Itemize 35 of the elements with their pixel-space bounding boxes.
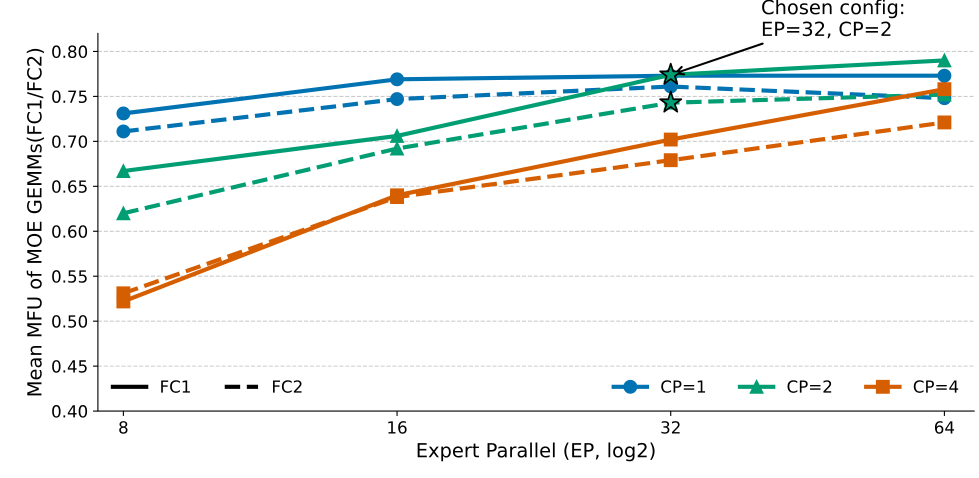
- y-tick-label: 0.55: [52, 270, 87, 283]
- point: [116, 106, 130, 120]
- y-tick-label: 0.75: [52, 90, 87, 103]
- y-tick-label: 0.45: [52, 360, 87, 373]
- point: [937, 116, 952, 130]
- x-tick-label: 64: [934, 421, 954, 434]
- y-tick-label: 0.65: [52, 180, 87, 193]
- legend-label: CP=1: [661, 380, 706, 393]
- x-axis-title: Expert Parallel (EP, log2): [418, 442, 655, 462]
- point: [116, 206, 130, 220]
- legend-label: CP=4: [914, 380, 958, 393]
- point: [664, 153, 678, 168]
- x-tick-label: 16: [388, 421, 407, 434]
- y-tick-label: 0.80: [52, 45, 88, 58]
- point: [937, 68, 952, 83]
- y-tick-label: 0.70: [52, 135, 88, 148]
- point: [390, 142, 404, 156]
- point: [390, 92, 404, 106]
- x-tick-label: 8: [119, 421, 128, 434]
- legend-label: FC2: [273, 380, 302, 393]
- legend-label: CP=2: [788, 380, 832, 393]
- y-tick-label: 0.50: [52, 315, 88, 328]
- point: [116, 164, 130, 178]
- point: [390, 129, 404, 143]
- y-tick-label: 0.40: [52, 405, 88, 418]
- point: [937, 82, 952, 96]
- point: [390, 72, 404, 86]
- legend-label: FC1: [161, 380, 190, 393]
- x-tick-label: 32: [661, 421, 680, 434]
- y-tick-label: 0.60: [52, 225, 88, 238]
- point: [664, 132, 678, 146]
- y-axis-title: Mean MFU of MOE GEMMs(FC1/FC2): [26, 48, 44, 396]
- point: [937, 53, 952, 68]
- point: [116, 124, 130, 138]
- point: [116, 286, 130, 300]
